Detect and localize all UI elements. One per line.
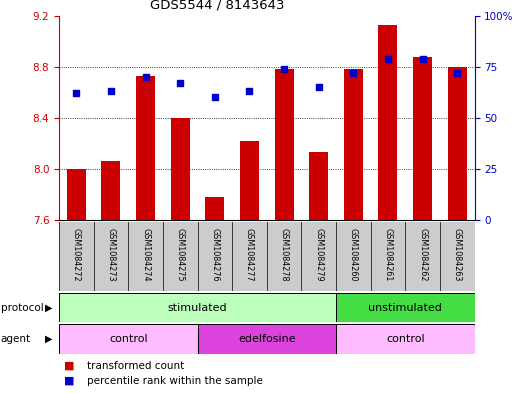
Bar bbox=[198, 324, 336, 354]
Bar bbox=[59, 324, 198, 354]
Bar bbox=[171, 118, 190, 220]
Text: GSM1084260: GSM1084260 bbox=[349, 228, 358, 281]
Point bbox=[211, 94, 219, 101]
Point bbox=[384, 55, 392, 62]
Text: protocol: protocol bbox=[1, 303, 43, 312]
Text: GSM1084278: GSM1084278 bbox=[280, 228, 289, 281]
Text: transformed count: transformed count bbox=[87, 361, 185, 371]
Text: percentile rank within the sample: percentile rank within the sample bbox=[87, 376, 263, 386]
Text: GSM1084272: GSM1084272 bbox=[72, 228, 81, 281]
Point bbox=[349, 70, 358, 76]
Bar bbox=[336, 293, 475, 322]
Text: ▶: ▶ bbox=[45, 303, 52, 312]
Point bbox=[314, 84, 323, 90]
Bar bbox=[136, 76, 155, 220]
Text: agent: agent bbox=[1, 334, 31, 344]
Text: GDS5544 / 8143643: GDS5544 / 8143643 bbox=[150, 0, 284, 12]
Text: GSM1084261: GSM1084261 bbox=[383, 228, 392, 281]
Bar bbox=[67, 169, 86, 220]
Bar bbox=[413, 57, 432, 220]
Bar bbox=[379, 25, 398, 220]
Text: control: control bbox=[109, 334, 148, 344]
Text: stimulated: stimulated bbox=[168, 303, 227, 312]
Bar bbox=[274, 70, 293, 220]
Text: GSM1084276: GSM1084276 bbox=[210, 228, 220, 281]
Point bbox=[107, 88, 115, 94]
Text: control: control bbox=[386, 334, 425, 344]
Bar bbox=[309, 152, 328, 220]
Point bbox=[72, 90, 81, 97]
Point bbox=[142, 74, 150, 80]
Text: GSM1084262: GSM1084262 bbox=[418, 228, 427, 281]
Text: ▶: ▶ bbox=[45, 334, 52, 344]
Point bbox=[176, 80, 184, 86]
Point bbox=[453, 70, 461, 76]
Bar bbox=[102, 162, 121, 220]
Text: GSM1084273: GSM1084273 bbox=[106, 228, 115, 281]
Bar bbox=[205, 197, 224, 220]
Text: GSM1084274: GSM1084274 bbox=[141, 228, 150, 281]
Bar bbox=[336, 324, 475, 354]
Bar bbox=[448, 67, 467, 220]
Point bbox=[419, 55, 427, 62]
Text: GSM1084263: GSM1084263 bbox=[452, 228, 462, 281]
Text: GSM1084275: GSM1084275 bbox=[175, 228, 185, 281]
Bar bbox=[59, 293, 336, 322]
Text: GSM1084279: GSM1084279 bbox=[314, 228, 323, 281]
Point bbox=[280, 66, 288, 72]
Text: GSM1084277: GSM1084277 bbox=[245, 228, 254, 281]
Point bbox=[245, 88, 253, 94]
Bar bbox=[344, 70, 363, 220]
Text: ■: ■ bbox=[64, 376, 74, 386]
Text: edelfosine: edelfosine bbox=[238, 334, 295, 344]
Text: ■: ■ bbox=[64, 361, 74, 371]
Text: unstimulated: unstimulated bbox=[368, 303, 442, 312]
Bar bbox=[240, 141, 259, 220]
